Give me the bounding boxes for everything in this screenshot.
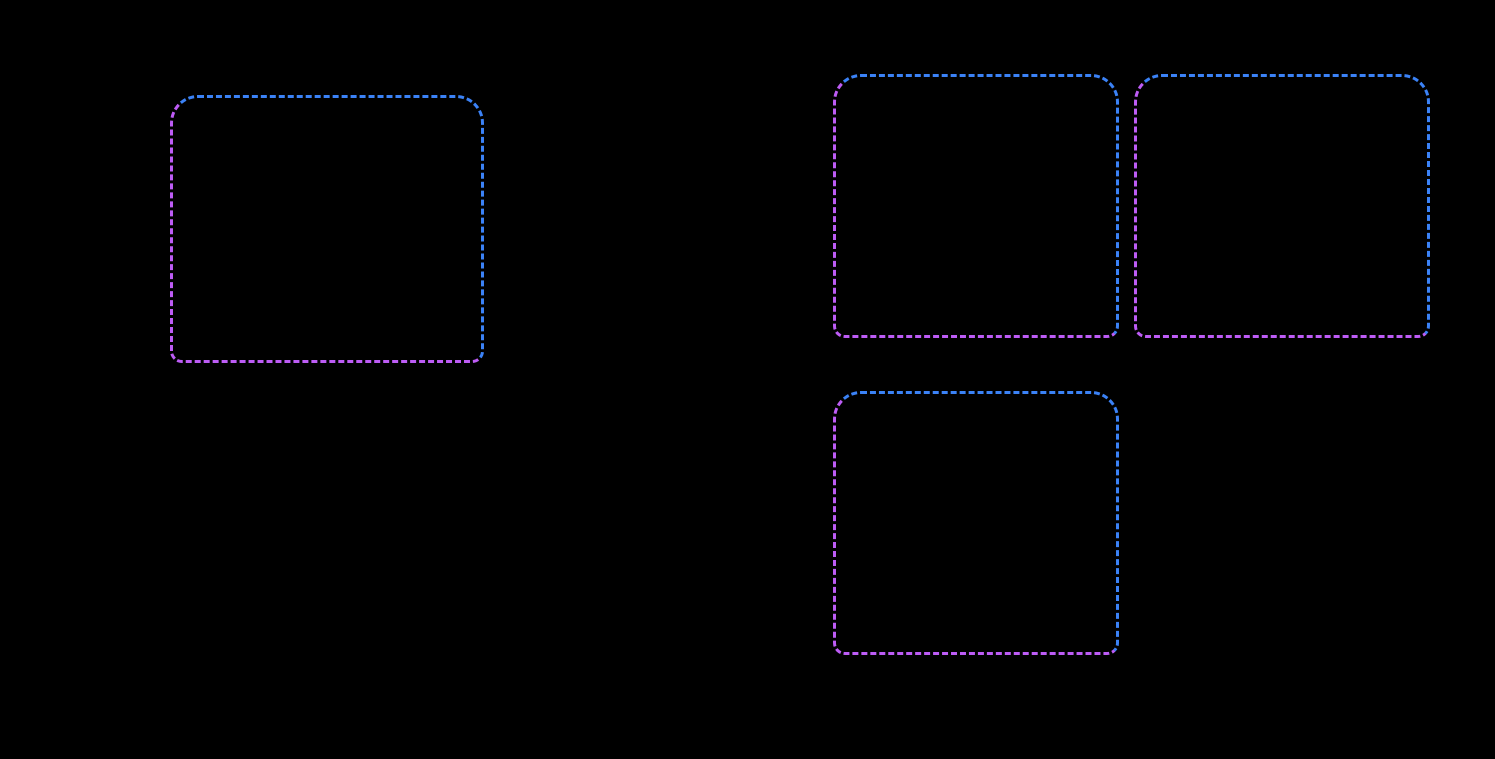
group-uat — [833, 391, 1119, 655]
group-production — [1134, 74, 1430, 338]
group-development — [170, 95, 484, 363]
group-shared_dev — [833, 74, 1119, 338]
